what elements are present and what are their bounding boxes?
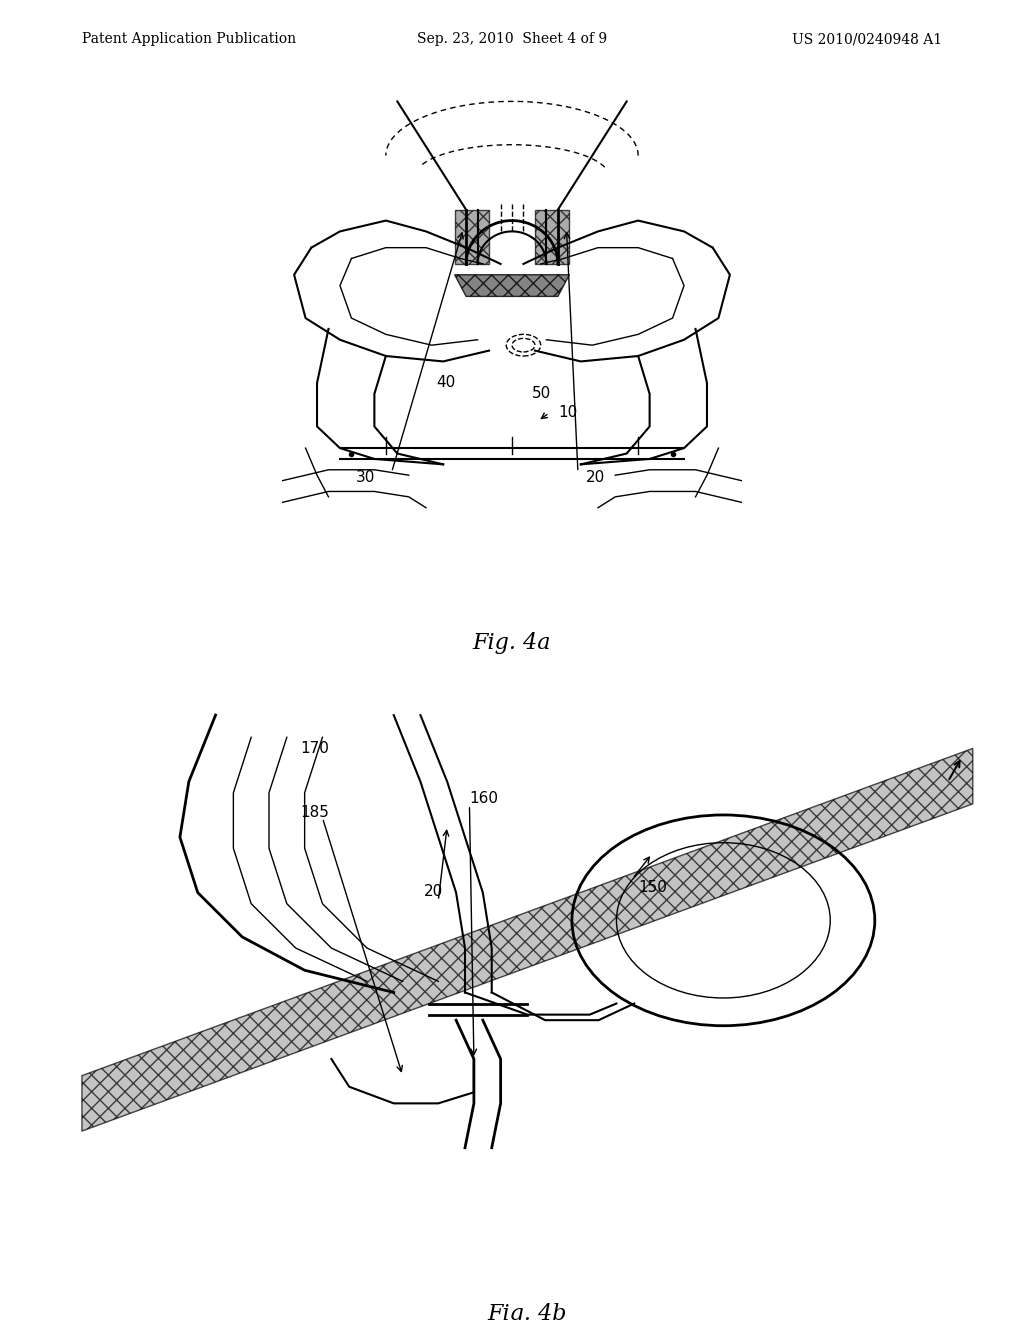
Text: 185: 185	[300, 805, 329, 820]
Text: 160: 160	[469, 791, 499, 805]
Text: 150: 150	[639, 879, 668, 895]
Polygon shape	[455, 210, 489, 264]
Text: 10: 10	[558, 405, 578, 420]
Text: Fig. 4a: Fig. 4a	[473, 632, 551, 655]
Polygon shape	[455, 275, 569, 297]
Text: 40: 40	[436, 375, 456, 389]
Text: 50: 50	[532, 385, 551, 401]
Polygon shape	[82, 748, 973, 1131]
Polygon shape	[535, 210, 569, 264]
Text: 170: 170	[300, 741, 329, 756]
Text: US 2010/0240948 A1: US 2010/0240948 A1	[792, 32, 942, 46]
Text: Sep. 23, 2010  Sheet 4 of 9: Sep. 23, 2010 Sheet 4 of 9	[417, 32, 607, 46]
Text: 30: 30	[356, 470, 376, 486]
Text: 20: 20	[586, 470, 605, 486]
Text: Fig. 4b: Fig. 4b	[487, 1303, 567, 1320]
Text: 20: 20	[424, 884, 443, 899]
Text: Patent Application Publication: Patent Application Publication	[82, 32, 296, 46]
